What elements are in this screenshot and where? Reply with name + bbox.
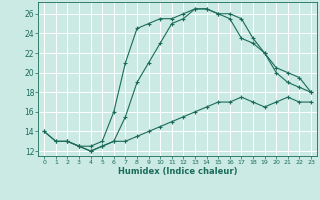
X-axis label: Humidex (Indice chaleur): Humidex (Indice chaleur) xyxy=(118,167,237,176)
